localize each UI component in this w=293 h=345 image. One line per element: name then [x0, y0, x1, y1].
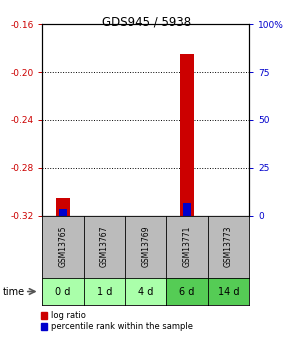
Text: GSM13771: GSM13771	[183, 226, 192, 267]
Text: 4 d: 4 d	[138, 287, 154, 296]
Bar	[56, 198, 70, 216]
Bar	[59, 209, 67, 216]
Legend: log ratio, percentile rank within the sample: log ratio, percentile rank within the sa…	[41, 311, 193, 331]
Text: 6 d: 6 d	[179, 287, 195, 296]
Bar	[183, 203, 191, 216]
Text: time: time	[3, 287, 25, 296]
Bar	[180, 54, 194, 216]
Text: GSM13767: GSM13767	[100, 226, 109, 267]
Text: GSM13773: GSM13773	[224, 226, 233, 267]
Text: 14 d: 14 d	[218, 287, 239, 296]
Text: 0 d: 0 d	[55, 287, 71, 296]
Text: GSM13765: GSM13765	[59, 226, 68, 267]
Text: GSM13769: GSM13769	[141, 226, 150, 267]
Text: 1 d: 1 d	[97, 287, 112, 296]
Text: GDS945 / 5938: GDS945 / 5938	[102, 16, 191, 29]
